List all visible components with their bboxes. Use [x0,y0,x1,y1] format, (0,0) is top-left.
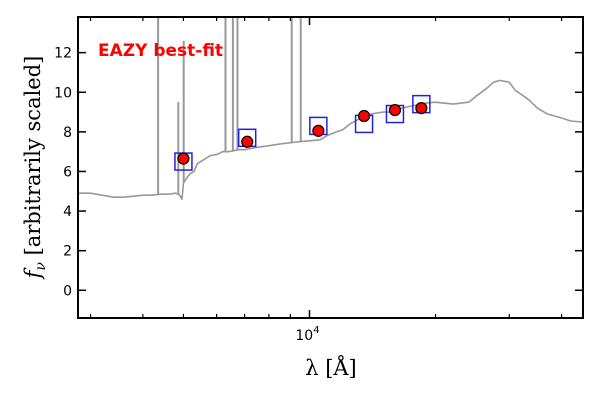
observed-flux-point [177,152,190,165]
observed-photometry [177,101,428,165]
y-axis-label: fν [arbitrarily scaled] [21,56,49,281]
y-axis-label-subscript: ν [33,262,49,271]
y-tick-label: 4 [63,204,72,220]
x-axis-label: λ [Å] [305,355,357,380]
y-tick-label: 6 [63,164,72,180]
y-tick-label: 10 [54,85,72,101]
x-tick-label-base: 10 [295,328,313,344]
observed-flux-point [415,101,428,115]
x-tick-label-exponent: 4 [313,325,319,336]
observed-flux-point [388,103,402,117]
observed-flux-point [357,109,371,123]
x-tick-label: 104 [295,325,319,344]
template-layer [78,79,583,200]
observed-flux-point [241,135,254,148]
plot-frame [77,16,584,319]
y-tick-label: 0 [63,283,72,299]
x-axis-ticks: 104 [89,17,563,344]
y-axis-label-symbol: f [21,267,45,280]
observed-flux-point [312,124,325,137]
annotation-eazy: EAZY best-fit [98,41,223,61]
template-line [78,79,583,200]
y-tick-label: 8 [63,125,72,141]
y-axis-label-text: [arbitrarily scaled] [21,56,45,262]
y-tick-label: 2 [63,244,72,260]
y-axis-ticks: 0 2 4 6 8 10 12 [54,46,583,299]
y-tick-label: 12 [54,46,72,62]
